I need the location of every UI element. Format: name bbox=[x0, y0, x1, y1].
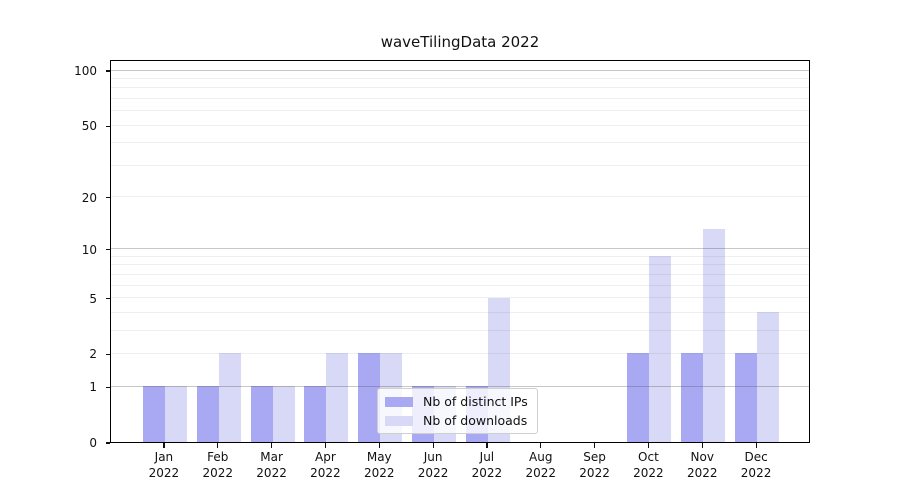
y-gridline-major bbox=[111, 69, 809, 71]
x-tick-mark bbox=[594, 443, 596, 448]
bar-distinct-ips-oct bbox=[627, 353, 650, 442]
bar-downloads-mar bbox=[272, 386, 295, 442]
y-tick-mark bbox=[105, 70, 110, 72]
x-tick-label-oct: Oct 2022 bbox=[633, 450, 664, 480]
x-tick-label-feb: Feb 2022 bbox=[202, 450, 234, 480]
bar-distinct-ips-nov bbox=[681, 353, 704, 442]
bar-downloads-apr bbox=[326, 353, 349, 442]
legend-label-distinct-ips: Nb of distinct IPs bbox=[423, 394, 528, 409]
bar-downloads-feb bbox=[218, 353, 241, 442]
y-tick-label-2: 2 bbox=[89, 347, 97, 362]
x-tick-label-jan: Jan 2022 bbox=[148, 450, 180, 480]
y-tick-label-10: 10 bbox=[81, 242, 97, 257]
y-tick-mark bbox=[105, 386, 110, 388]
y-tick-label-100: 100 bbox=[74, 64, 97, 79]
bar-distinct-ips-feb bbox=[196, 386, 219, 442]
x-tick-mark bbox=[217, 443, 219, 448]
x-tick-label-jun: Jun 2022 bbox=[417, 450, 449, 480]
legend-item-distinct-ips: Nb of distinct IPs bbox=[385, 394, 528, 409]
legend-item-downloads: Nb of downloads bbox=[385, 413, 528, 428]
x-tick-mark bbox=[324, 443, 327, 448]
y-gridline-minor bbox=[111, 124, 809, 126]
x-tick-label-dec: Dec 2022 bbox=[740, 450, 772, 480]
y-tick-label-1: 1 bbox=[89, 380, 97, 395]
legend-label-downloads: Nb of downloads bbox=[423, 413, 528, 428]
chart-title: waveTilingData 2022 bbox=[380, 33, 540, 51]
x-tick-mark bbox=[647, 443, 650, 448]
bar-distinct-ips-may bbox=[358, 353, 381, 442]
bar-distinct-ips-dec bbox=[735, 353, 758, 442]
x-tick-mark bbox=[540, 443, 542, 448]
legend-swatch-downloads bbox=[385, 415, 413, 426]
bar-downloads-dec bbox=[757, 312, 780, 442]
bar-distinct-ips-apr bbox=[304, 386, 327, 442]
y-tick-label-5: 5 bbox=[89, 291, 97, 306]
y-gridline-minor bbox=[111, 97, 809, 99]
x-tick-mark bbox=[163, 443, 165, 448]
y-tick-label-50: 50 bbox=[81, 119, 97, 134]
x-tick-label-may: May 2022 bbox=[363, 450, 395, 480]
bar-downloads-nov bbox=[703, 229, 726, 442]
y-gridline-minor bbox=[111, 87, 809, 89]
x-tick-mark bbox=[378, 443, 380, 448]
y-gridline-minor bbox=[111, 164, 809, 166]
y-gridline-minor bbox=[111, 196, 809, 198]
y-gridline-minor bbox=[111, 142, 809, 144]
y-tick-mark bbox=[105, 125, 110, 127]
x-tick-mark bbox=[271, 443, 273, 448]
bar-distinct-ips-jan bbox=[142, 386, 165, 442]
x-tick-label-apr: Apr 2022 bbox=[310, 450, 341, 480]
legend: Nb of distinct IPs Nb of downloads bbox=[377, 388, 538, 434]
y-tick-mark bbox=[105, 197, 110, 199]
x-tick-mark bbox=[486, 443, 488, 448]
legend-swatch-distinct-ips bbox=[385, 396, 413, 407]
x-tick-label-mar: Mar 2022 bbox=[256, 450, 287, 480]
y-tick-mark bbox=[105, 298, 110, 300]
y-tick-mark bbox=[105, 353, 110, 356]
x-tick-label-jul: Jul 2022 bbox=[471, 450, 503, 480]
y-tick-mark bbox=[105, 249, 110, 251]
x-tick-mark bbox=[701, 443, 703, 448]
y-gridline-minor bbox=[111, 77, 809, 79]
x-tick-label-nov: Nov 2022 bbox=[686, 450, 718, 480]
plot-area: Nb of distinct IPs Nb of downloads bbox=[110, 60, 810, 443]
x-tick-label-aug: Aug 2022 bbox=[525, 450, 557, 480]
y-gridline-minor bbox=[111, 110, 809, 112]
bar-downloads-jan bbox=[164, 386, 187, 442]
bar-distinct-ips-mar bbox=[250, 386, 273, 442]
x-tick-mark bbox=[432, 443, 434, 448]
x-tick-label-sep: Sep 2022 bbox=[579, 450, 610, 480]
bar-downloads-oct bbox=[649, 256, 672, 442]
y-tick-label-0: 0 bbox=[89, 436, 97, 450]
x-tick-mark bbox=[755, 443, 757, 448]
y-tick-label-20: 20 bbox=[81, 190, 97, 205]
y-tick-mark bbox=[105, 442, 110, 444]
